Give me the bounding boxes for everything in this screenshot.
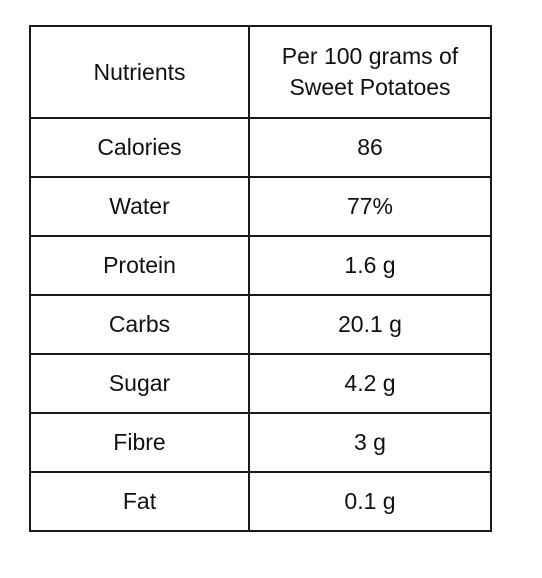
table-row: Protein 1.6 g — [29, 235, 492, 296]
header-nutrients: Nutrients — [29, 25, 250, 119]
table-header: Nutrients Per 100 grams of Sweet Potatoe… — [29, 25, 492, 119]
nutrient-value: 0.1 g — [248, 471, 492, 532]
nutrient-name: Fat — [29, 471, 250, 532]
table-row: Carbs 20.1 g — [29, 294, 492, 355]
table-body: Calories 86 Water 77% Protein 1.6 g Carb… — [29, 117, 492, 532]
nutrient-value: 86 — [248, 117, 492, 178]
nutrient-name: Sugar — [29, 353, 250, 414]
nutrient-value: 1.6 g — [248, 235, 492, 296]
table-row: Fat 0.1 g — [29, 471, 492, 532]
table-row: Fibre 3 g — [29, 412, 492, 473]
table-row: Sugar 4.2 g — [29, 353, 492, 414]
nutrient-name: Carbs — [29, 294, 250, 355]
nutrient-value: 3 g — [248, 412, 492, 473]
nutrient-name: Calories — [29, 117, 250, 178]
nutrient-name: Protein — [29, 235, 250, 296]
nutrient-value: 20.1 g — [248, 294, 492, 355]
nutrient-name: Fibre — [29, 412, 250, 473]
nutrient-value: 77% — [248, 176, 492, 237]
header-per-100g: Per 100 grams of Sweet Potatoes — [248, 25, 492, 119]
nutrient-value: 4.2 g — [248, 353, 492, 414]
table-row: Water 77% — [29, 176, 492, 237]
table-row: Calories 86 — [29, 117, 492, 178]
nutrition-table: Nutrients Per 100 grams of Sweet Potatoe… — [29, 25, 492, 532]
nutrient-name: Water — [29, 176, 250, 237]
header-row: Nutrients Per 100 grams of Sweet Potatoe… — [29, 25, 492, 119]
